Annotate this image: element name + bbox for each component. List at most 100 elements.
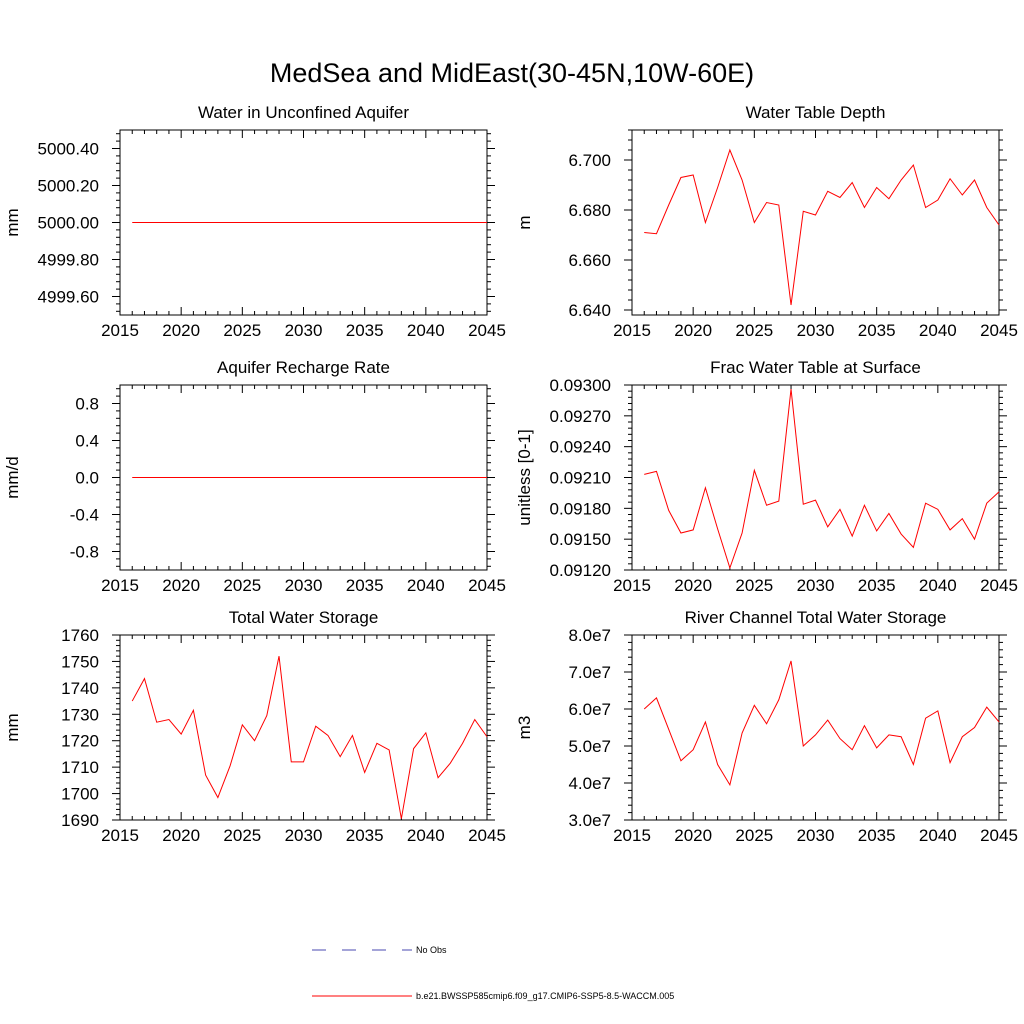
y-tick-label: 0.09240 (550, 438, 611, 457)
y-axis-label: m (515, 215, 534, 229)
y-tick-label: 1730 (61, 705, 99, 724)
series-line (644, 148, 1000, 306)
y-tick-label: 6.680 (568, 201, 611, 220)
x-tick-label: 2015 (613, 321, 651, 340)
x-tick-label: 2025 (735, 576, 773, 595)
plot-frame (631, 129, 1000, 316)
y-tick-label: 0.09300 (550, 376, 611, 395)
chart-frac-water-table-at-surface: 2015 2020 2025 2030 2035 2040 2045 0.09120 0.091… (515, 358, 1018, 595)
x-tick-label: 2035 (858, 321, 896, 340)
y-tick-label: 6.640 (568, 301, 611, 320)
chart-water-in-unconfined-aquifer: 2015 2020 2025 2030 2035 2040 2045 4999.60 4999.… (3, 103, 506, 340)
x-tick-label: 2020 (162, 576, 200, 595)
x-tick-label: 2015 (613, 826, 651, 845)
x-tick-label: 2015 (101, 826, 139, 845)
x-tick-label: 2040 (407, 576, 445, 595)
x-tick-label: 2030 (285, 826, 323, 845)
y-tick-label: 3.0e7 (568, 811, 611, 830)
x-tick-label: 2030 (797, 826, 835, 845)
x-tick-label: 2040 (919, 826, 957, 845)
x-tick-label: 2045 (468, 576, 506, 595)
y-tick-label: 5000.40 (38, 140, 99, 159)
x-tick-label: 2015 (101, 576, 139, 595)
figure-title: MedSea and MidEast(30-45N,10W-60E) (270, 58, 754, 88)
x-tick-label: 2040 (919, 321, 957, 340)
x-tick-label: 2015 (613, 576, 651, 595)
y-tick-label: -0.4 (70, 506, 99, 525)
y-tick-label: 1720 (61, 732, 99, 751)
chart-title: River Channel Total Water Storage (685, 608, 947, 627)
chart-water-table-depth: 2015 2020 2025 2030 2035 2040 2045 6.640 6.660 6.… (515, 103, 1018, 340)
y-tick-label: 6.0e7 (568, 700, 611, 719)
x-tick-label: 2040 (919, 576, 957, 595)
y-axis-label: unitless [0-1] (515, 429, 534, 525)
x-tick-label: 2045 (980, 576, 1018, 595)
x-tick-label: 2035 (858, 576, 896, 595)
x-tick-label: 2045 (468, 321, 506, 340)
y-tick-label: 0.09270 (550, 407, 611, 426)
chart-title: Frac Water Table at Surface (710, 358, 921, 377)
y-tick-label: 0.8 (75, 395, 99, 414)
x-tick-label: 2030 (797, 576, 835, 595)
y-tick-label: 5000.00 (38, 214, 99, 233)
x-tick-label: 2040 (407, 321, 445, 340)
y-axis-label: m3 (515, 716, 534, 740)
y-tick-label: 4999.80 (38, 251, 99, 270)
x-tick-label: 2035 (346, 321, 384, 340)
x-tick-label: 2025 (223, 826, 261, 845)
plot-frame (631, 384, 1000, 571)
chart-total-water-storage: 2015 2020 2025 2030 2035 2040 2045 1690 1700 1710… (3, 608, 506, 845)
x-tick-label: 2020 (674, 321, 712, 340)
panels: 2015 2020 2025 2030 2035 2040 2045 4999.60 4999.… (3, 103, 1018, 845)
y-tick-label: 4999.60 (38, 288, 99, 307)
y-tick-label: 0.09180 (550, 499, 611, 518)
y-tick-label: 5.0e7 (568, 737, 611, 756)
x-tick-label: 2040 (407, 826, 445, 845)
x-tick-label: 2030 (797, 321, 835, 340)
y-tick-label: 1750 (61, 652, 99, 671)
legend: No Obs b.e21.BWSSP585cmip6.f09_g17.CMIP6… (312, 945, 674, 1001)
y-tick-label: 8.0e7 (568, 626, 611, 645)
chart-title: Total Water Storage (229, 608, 379, 627)
y-tick-label: 1690 (61, 811, 99, 830)
series-line (643, 660, 1000, 787)
y-tick-label: 0.09150 (550, 530, 611, 549)
x-tick-label: 2025 (223, 321, 261, 340)
plot-frame (631, 634, 1000, 821)
x-tick-label: 2035 (346, 826, 384, 845)
y-tick-label: 0.09120 (550, 561, 611, 580)
x-tick-label: 2015 (101, 321, 139, 340)
y-tick-label: 0.09210 (550, 469, 611, 488)
y-tick-label: 1700 (61, 785, 99, 804)
chart-title: Aquifer Recharge Rate (217, 358, 390, 377)
x-tick-label: 2025 (223, 576, 261, 595)
y-tick-label: 1740 (61, 679, 99, 698)
y-tick-label: -0.8 (70, 543, 99, 562)
legend-label-model: b.e21.BWSSP585cmip6.f09_g17.CMIP6-SSP5-8… (416, 991, 674, 1001)
chart-aquifer-recharge-rate: 2015 2020 2025 2030 2035 2040 2045 -0.8 -0.4 0.0 0… (3, 358, 506, 595)
y-axis-label: mm (3, 208, 22, 236)
y-tick-label: 6.700 (568, 151, 611, 170)
chart-title: Water Table Depth (746, 103, 886, 122)
y-tick-label: 6.660 (568, 251, 611, 270)
x-tick-label: 2045 (980, 321, 1018, 340)
chart-river-channel-total-water-storage: 2015 2020 2025 2030 2035 2040 2045 3.0e7 4.0e7 5.… (515, 608, 1018, 845)
x-tick-label: 2020 (162, 826, 200, 845)
y-tick-label: 4.0e7 (568, 774, 611, 793)
x-tick-label: 2035 (858, 826, 896, 845)
y-axis-label: mm/d (3, 456, 22, 499)
y-tick-label: 1760 (61, 626, 99, 645)
x-tick-label: 2030 (285, 321, 323, 340)
y-tick-label: 7.0e7 (568, 663, 611, 682)
legend-label-no-obs: No Obs (416, 945, 447, 955)
x-tick-label: 2020 (162, 321, 200, 340)
x-tick-label: 2025 (735, 321, 773, 340)
y-tick-label: 5000.20 (38, 177, 99, 196)
series-line (131, 656, 488, 819)
x-tick-label: 2045 (980, 826, 1018, 845)
chart-title: Water in Unconfined Aquifer (198, 103, 409, 122)
x-tick-label: 2020 (674, 826, 712, 845)
x-tick-label: 2025 (735, 826, 773, 845)
x-tick-label: 2030 (285, 576, 323, 595)
